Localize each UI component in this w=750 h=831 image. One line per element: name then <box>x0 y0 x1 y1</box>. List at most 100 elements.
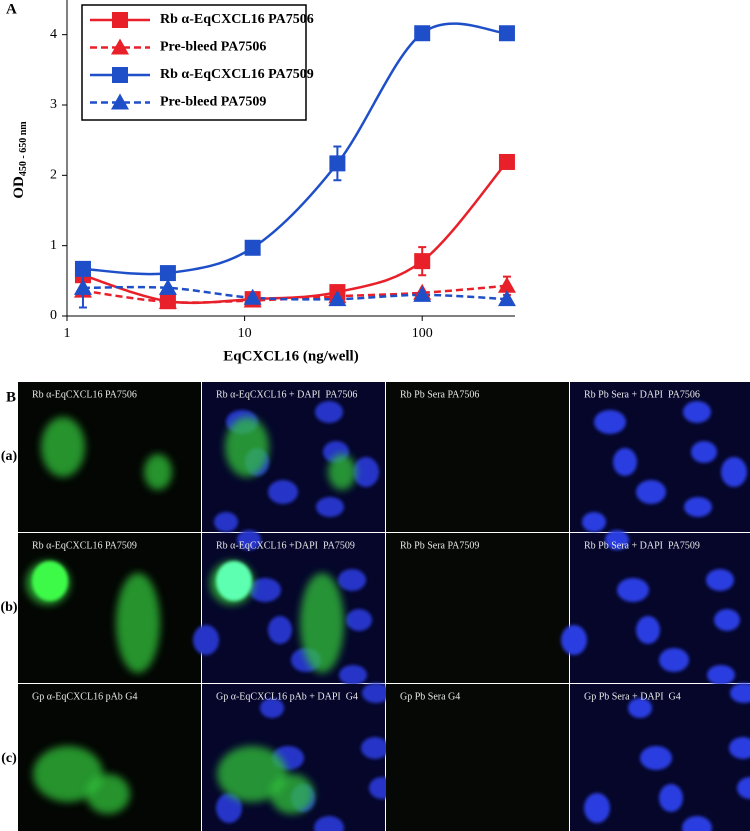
stained-cell <box>32 561 68 601</box>
nucleus <box>260 698 284 718</box>
marker <box>413 285 432 302</box>
legend-marker <box>111 93 129 110</box>
nucleus <box>193 625 219 655</box>
marker <box>498 25 515 42</box>
micrograph-caption: Rb α-EqCXCL16 +DAPI PA7509 <box>216 540 355 551</box>
nucleus <box>346 609 372 631</box>
micrograph: Rb α-EqCXCL16 +DAPI PA7509 <box>193 530 385 685</box>
micrograph-caption: Rb Pb Sera PA7506 <box>400 389 479 400</box>
micrograph: Rb Pb Sera + DAPI PA7506 <box>570 382 750 532</box>
marker <box>243 288 262 305</box>
marker <box>497 290 516 307</box>
stained-cell <box>116 573 160 673</box>
marker <box>158 292 177 309</box>
micrograph-caption: Rb Pb Sera + DAPI PA7509 <box>584 540 700 551</box>
y-tick-label: 4 <box>50 27 57 42</box>
nucleus <box>315 401 343 423</box>
nucleus <box>707 665 735 685</box>
marker <box>244 239 261 256</box>
legend-label: Pre-bleed PA7509 <box>160 95 266 110</box>
marker <box>158 278 177 295</box>
y-label-main: OD <box>11 176 27 199</box>
panel-label: A <box>6 1 17 17</box>
micrograph-bg <box>386 382 569 532</box>
micrograph-caption: Rb Pb Sera + DAPI PA7506 <box>584 389 700 400</box>
nucleus <box>640 746 672 770</box>
nucleus <box>237 530 261 550</box>
micrograph: Rb α-EqCXCL16 + DAPI PA7506 <box>202 382 385 532</box>
stained-cell <box>270 774 314 814</box>
marker <box>328 290 347 307</box>
nucleus <box>584 793 610 823</box>
legend-label: Pre-bleed PA7506 <box>160 40 266 55</box>
micrograph-caption: Gp α-EqCXCL16 pAb + DAPI G4 <box>216 691 358 702</box>
nucleus <box>314 816 344 831</box>
stained-cell <box>300 573 344 673</box>
series-line <box>82 161 508 305</box>
y-tick-label: 0 <box>50 308 57 323</box>
nucleus <box>613 448 637 476</box>
y-tick-label: 3 <box>50 97 57 112</box>
micrograph-caption: Rb α-EqCXCL16 PA7506 <box>32 389 137 400</box>
micrograph-bg <box>18 533 201 683</box>
stained-cell <box>33 746 103 802</box>
legend-label: Rb α-EqCXCL16 PA7509 <box>160 67 314 82</box>
nucleus <box>636 480 666 504</box>
nucleus <box>561 625 587 655</box>
stained-cell <box>225 417 269 477</box>
nucleus <box>362 683 390 703</box>
legend-marker <box>112 12 128 28</box>
panel-label: B <box>6 389 16 405</box>
nucleus <box>216 793 242 823</box>
micrograph-bg <box>386 684 569 831</box>
micrograph-caption: Rb Pb Sera PA7509 <box>400 540 479 551</box>
nucleus <box>268 480 298 504</box>
stained-cell <box>144 454 172 490</box>
stained-cell <box>217 746 287 802</box>
micrograph: Rb Pb Sera PA7506 <box>386 382 569 532</box>
x-tick-label: 10 <box>238 326 252 341</box>
stained-cell <box>328 454 356 490</box>
micrograph-caption: Gp Pb Sera G4 <box>400 691 460 702</box>
nucleus <box>706 569 734 591</box>
micrograph: Gp Pb Sera G4 <box>386 684 569 831</box>
marker <box>159 265 176 282</box>
legend-label: Rb α-EqCXCL16 PA7506 <box>160 12 314 27</box>
micrograph-bg <box>570 382 750 532</box>
nucleus <box>582 512 606 532</box>
nucleus <box>605 530 629 550</box>
y-tick-label: 1 <box>50 238 57 253</box>
micrograph: Gp α-EqCXCL16 pAb + DAPI G4 <box>202 683 395 831</box>
row-label: (c) <box>1 751 17 766</box>
nucleus <box>338 569 366 591</box>
nucleus <box>659 784 683 812</box>
y-tick-label: 2 <box>50 168 57 183</box>
micrograph-caption: Rb α-EqCXCL16 + DAPI PA7506 <box>216 389 357 400</box>
marker <box>414 25 431 42</box>
micrograph-bg <box>386 533 569 683</box>
legend-marker <box>111 38 129 55</box>
marker <box>497 276 516 293</box>
y-axis-label: OD450 - 650 nm <box>11 121 29 199</box>
nucleus <box>628 698 652 718</box>
x-tick-label: 100 <box>412 326 433 341</box>
nucleus <box>617 578 649 602</box>
nucleus <box>730 683 750 703</box>
stained-cell <box>216 561 252 601</box>
nucleus <box>594 410 626 434</box>
nucleus <box>339 665 367 685</box>
nucleus <box>659 648 689 672</box>
micrograph: Rb Pb Sera + DAPI PA7509 <box>561 530 750 685</box>
nucleus <box>691 441 717 463</box>
marker <box>73 278 92 295</box>
micrograph: Rb α-EqCXCL16 PA7509 <box>18 533 201 683</box>
micrograph: Gp α-EqCXCL16 pAb G4 <box>18 684 201 831</box>
micrograph: Rb Pb Sera PA7509 <box>386 533 569 683</box>
series-line <box>82 285 508 301</box>
micrograph-caption: Rb α-EqCXCL16 PA7509 <box>32 540 137 551</box>
x-tick-label: 1 <box>64 326 71 341</box>
nucleus <box>737 777 750 799</box>
marker <box>498 153 515 170</box>
y-label-sub: 450 - 650 nm <box>18 121 29 176</box>
nucleus <box>361 737 389 759</box>
